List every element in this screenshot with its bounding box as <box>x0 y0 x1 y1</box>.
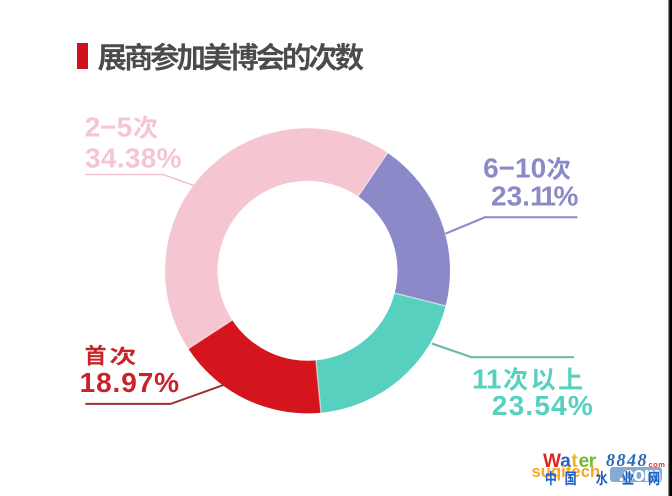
svg-text:23.11%: 23.11% <box>491 181 579 212</box>
svg-text:34.38%: 34.38% <box>85 142 182 173</box>
svg-text:W: W <box>543 451 561 472</box>
svg-text:8848: 8848 <box>606 450 648 470</box>
svg-text:18.97%: 18.97% <box>80 367 180 398</box>
svg-text:23.54%: 23.54% <box>492 390 594 421</box>
svg-text:com: com <box>649 460 666 469</box>
svg-text:6−10: 6−10 <box>483 153 546 184</box>
svg-text:e: e <box>579 451 590 472</box>
svg-text:t: t <box>571 451 578 472</box>
svg-text:a: a <box>560 451 571 472</box>
svg-text:2−5: 2−5 <box>85 112 133 143</box>
svg-text:r: r <box>589 451 597 472</box>
svg-text:11: 11 <box>472 363 502 394</box>
